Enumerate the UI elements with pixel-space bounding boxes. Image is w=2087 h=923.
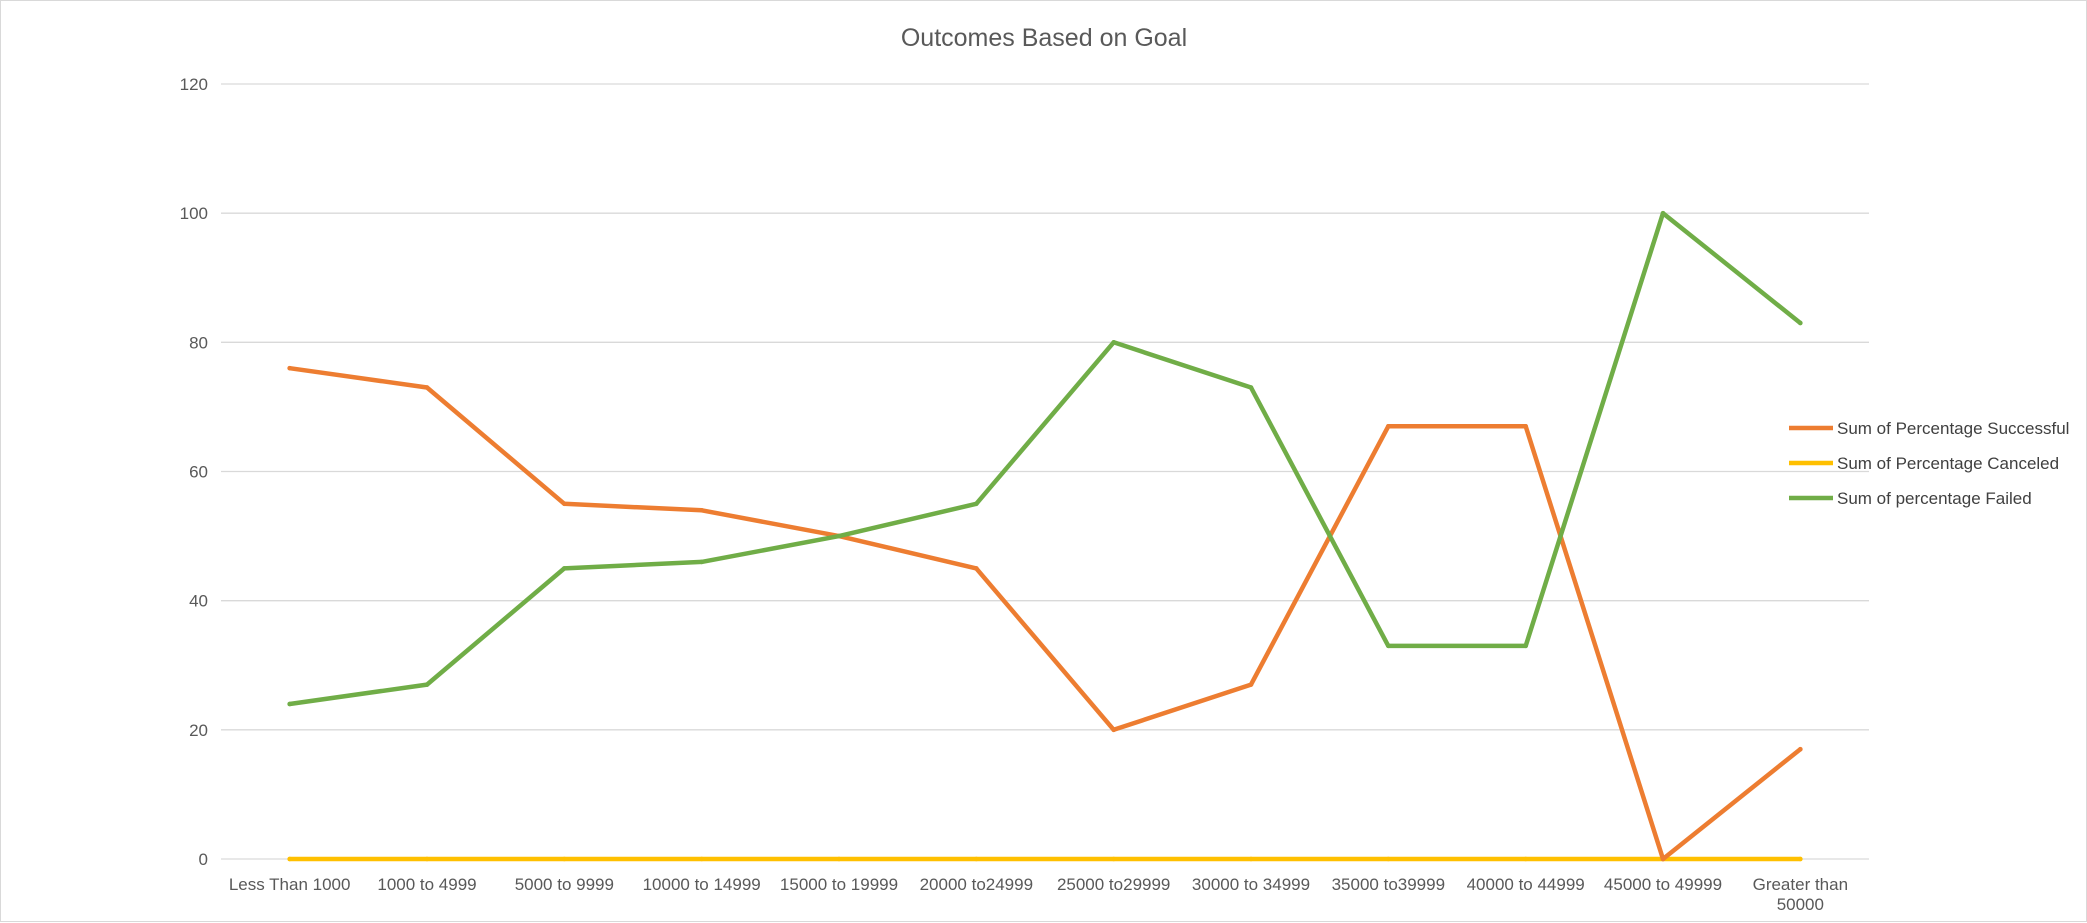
data-point [1523,856,1528,862]
x-tick-label: Less Than 1000 [229,875,351,894]
data-point [287,365,292,371]
x-tick-label-line: 5000 to 9999 [515,875,614,894]
x-tick-label-line: 35000 to39999 [1332,875,1445,894]
x-tick-label-line: Greater than [1753,875,1848,894]
x-tick-label-line: Less Than 1000 [229,875,351,894]
y-tick-label: 0 [199,850,208,869]
data-point [699,856,704,862]
data-point [1386,856,1391,862]
data-point [1386,423,1391,429]
chart-title: Outcomes Based on Goal [901,24,1187,52]
legend-label: Sum of Percentage Successful [1837,419,2069,438]
data-point [424,682,430,687]
data-point [836,856,842,862]
legend-label: Sum of percentage Failed [1837,489,2032,508]
x-tick-label-line: 20000 to24999 [920,875,1033,894]
data-point [1111,727,1116,733]
data-point [974,856,979,862]
data-point [1248,385,1254,390]
data-point [974,501,979,507]
data-point [562,566,567,571]
series-lines [287,210,1803,862]
x-axis-tick-labels: Less Than 1000 1000 to 4999 5000 to 9999 10… [229,875,1848,914]
y-tick-label: 100 [180,204,208,223]
data-point [287,701,292,707]
data-point [562,856,567,862]
data-point [699,559,704,565]
x-tick-label-line: 30000 to 34999 [1192,875,1310,894]
y-tick-label: 60 [189,463,208,482]
x-tick-label: 20000 to24999 [920,875,1033,894]
legend: Sum of Percentage Successful Sum of Perce… [1789,419,2069,508]
data-point [562,501,567,507]
y-axis-tick-labels: 0 20 40 60 80 100 120 [180,75,208,869]
y-tick-label: 40 [189,592,208,611]
x-tick-label: 15000 to 19999 [780,875,898,894]
x-tick-label: 5000 to 9999 [515,875,614,894]
x-tick-label-line: 40000 to 44999 [1467,875,1585,894]
x-tick-label: 35000 to39999 [1332,875,1445,894]
data-point [1798,320,1803,326]
x-tick-label: 1000 to 4999 [377,875,476,894]
x-tick-label-line: 25000 to29999 [1057,875,1170,894]
gridlines [221,83,1869,860]
x-tick-label: 30000 to 34999 [1192,875,1310,894]
x-tick-label-line: 50000 [1777,895,1824,914]
data-point [1523,643,1528,649]
data-point [1111,340,1116,345]
x-tick-label-line: 10000 to 14999 [643,875,761,894]
y-tick-label: 120 [180,75,208,94]
data-point [974,566,979,571]
data-point [1660,856,1666,862]
y-tick-label: 80 [189,333,208,352]
x-tick-label: 10000 to 14999 [643,875,761,894]
data-point [836,533,842,539]
series-line-2 [287,210,1803,707]
x-tick-label: Greater than 50000 [1753,875,1848,914]
data-point [1248,856,1254,862]
x-tick-label-line: 1000 to 4999 [377,875,476,894]
data-point [287,856,292,862]
series-line-0 [287,365,1803,862]
x-tick-label: 45000 to 49999 [1604,875,1722,894]
data-point [1386,643,1391,649]
data-point [424,856,430,862]
data-point [699,507,704,513]
x-tick-label: 40000 to 44999 [1467,875,1585,894]
data-point [1248,682,1254,687]
data-point [1523,423,1528,429]
data-point [1798,746,1803,752]
data-point [1798,856,1803,862]
data-point [1111,856,1116,862]
y-tick-label: 20 [189,721,208,740]
x-tick-label-line: 45000 to 49999 [1604,875,1722,894]
x-tick-label-line: 15000 to 19999 [780,875,898,894]
legend-label: Sum of Percentage Canceled [1837,454,2059,473]
data-point [424,385,430,390]
x-tick-label: 25000 to29999 [1057,875,1170,894]
data-point [1660,210,1666,216]
